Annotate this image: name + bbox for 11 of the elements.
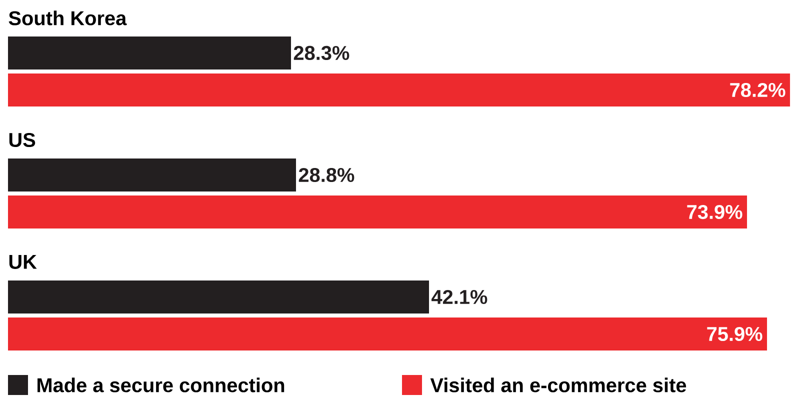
data-label: 28.8% <box>298 168 354 182</box>
y-tick-label: South Korea <box>8 10 127 26</box>
y-tick-label: US <box>9 132 36 148</box>
data-label: 28.3% <box>294 46 350 60</box>
y-tick-label: UK <box>9 255 37 269</box>
legend-label: Made a secure connection <box>38 378 284 392</box>
data-label: 78.2% <box>730 82 786 98</box>
legend-label: Visited an e-commerce site <box>430 378 686 392</box>
data-label: 75.9% <box>707 326 762 342</box>
data-label: 42.1% <box>432 290 488 304</box>
data-label: 73.9% <box>687 204 742 220</box>
